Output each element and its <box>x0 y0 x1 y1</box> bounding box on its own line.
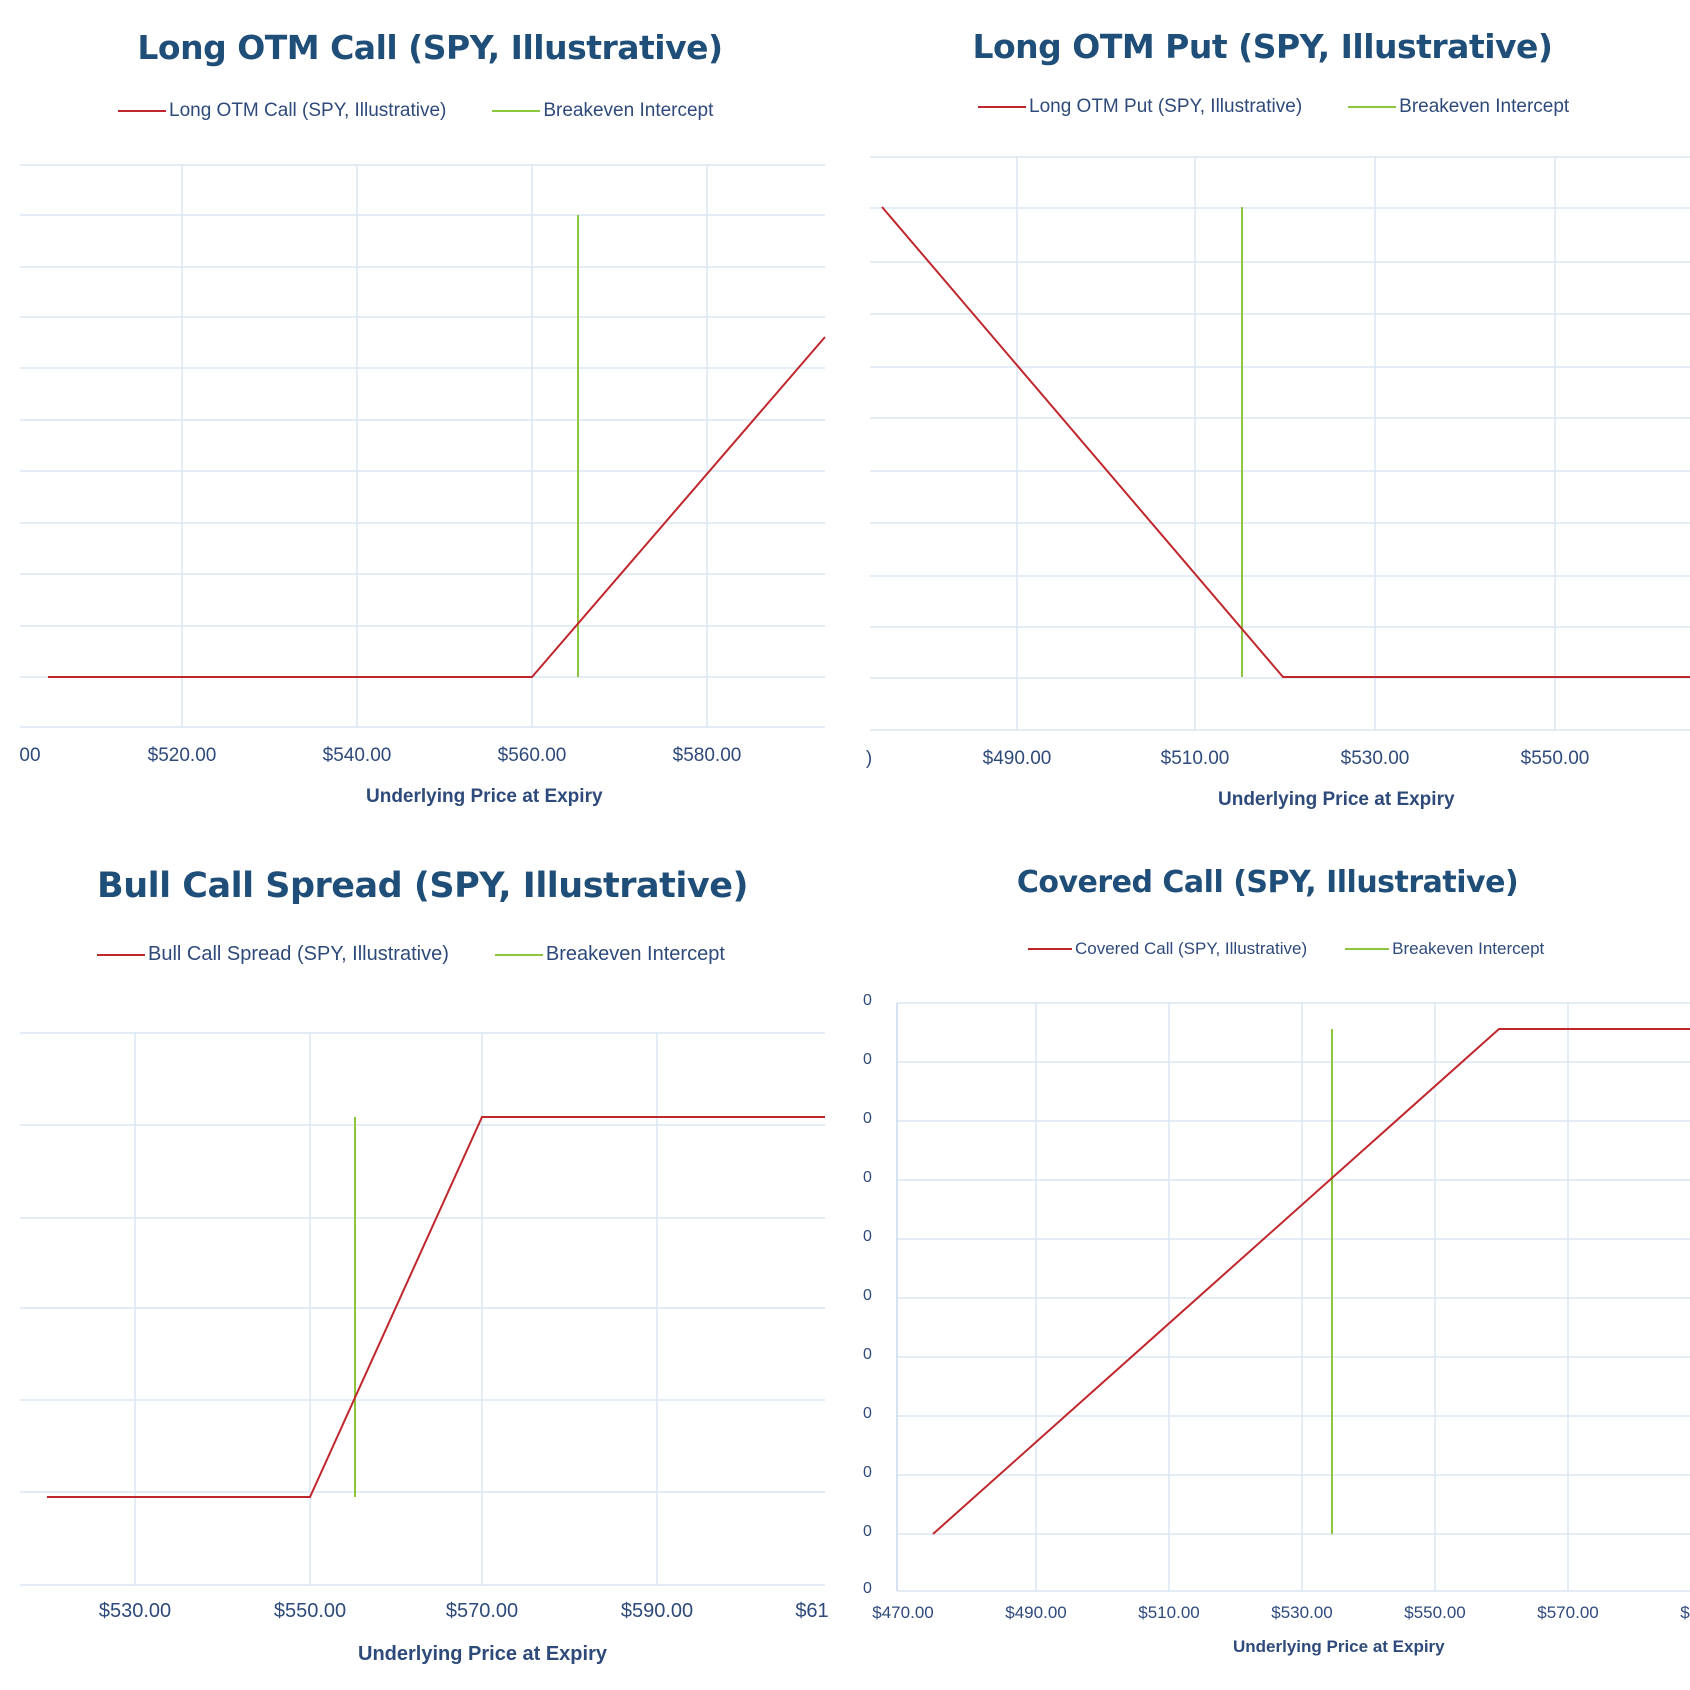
gridlines <box>20 164 825 728</box>
green-line-swatch-icon <box>494 953 543 956</box>
payoff-line <box>932 1028 1690 1535</box>
x-axis-label: Underlying Price at Expiry <box>1233 1637 1445 1656</box>
legend-item-breakeven[interactable]: Breakeven Intercept <box>492 100 713 122</box>
x-axis-label: Underlying Price at Expiry <box>358 1643 607 1665</box>
x-tick: $560.00 <box>497 745 567 766</box>
chart-long-otm-put: Long OTM Put (SPY, Illustrative) Long OT… <box>845 0 1690 845</box>
x-tick: $61 <box>795 1600 829 1622</box>
red-line-swatch-icon <box>978 106 1026 108</box>
red-line-swatch-icon <box>1028 948 1072 950</box>
legend-item-breakeven[interactable]: Breakeven Intercept <box>1345 939 1544 959</box>
y-tick: 0 <box>863 1228 872 1245</box>
x-tick: $570.00 <box>1537 1603 1599 1622</box>
chart-title: Long OTM Call (SPY, Illustrative) <box>137 28 723 67</box>
x-tick: 00 <box>19 745 41 766</box>
y-tick: 0 <box>863 1346 872 1363</box>
x-tick: ) <box>865 748 873 769</box>
x-tick: $570.00 <box>445 1600 519 1622</box>
x-tick: $510.00 <box>1160 748 1230 769</box>
legend-item-payoff[interactable]: Bull Call Spread (SPY, Illustrative) <box>97 943 449 966</box>
payoff-line <box>47 1116 825 1498</box>
x-axis-label: Underlying Price at Expiry <box>366 786 603 807</box>
plot-area <box>896 1002 1690 1592</box>
x-tick: $540.00 <box>322 745 392 766</box>
chart-legend: Long OTM Call (SPY, Illustrative) Breake… <box>118 100 759 122</box>
legend-item-payoff[interactable]: Long OTM Put (SPY, Illustrative) <box>978 96 1302 118</box>
legend-label: Long OTM Put (SPY, Illustrative) <box>1029 96 1303 117</box>
x-tick: $530.00 <box>98 1600 172 1622</box>
plot-area <box>20 1032 825 1586</box>
legend-label: Breakeven Intercept <box>1399 96 1570 117</box>
x-tick: $530.00 <box>1340 748 1410 769</box>
y-tick: 0 <box>863 1110 872 1127</box>
red-line-swatch-icon <box>97 953 145 956</box>
y-tick: 0 <box>863 1464 872 1481</box>
legend-item-breakeven[interactable]: Breakeven Intercept <box>1348 96 1569 118</box>
plot-area <box>870 156 1690 731</box>
y-tick: 0 <box>863 1523 872 1540</box>
y-tick: 0 <box>863 1051 872 1068</box>
x-tick: $520.00 <box>147 745 217 766</box>
gridlines <box>897 1002 1690 1592</box>
chart-title: Bull Call Spread (SPY, Illustrative) <box>97 866 748 906</box>
payoff-line <box>881 206 1690 678</box>
x-axis-label: Underlying Price at Expiry <box>1218 789 1455 810</box>
legend-label: Breakeven Intercept <box>543 100 714 121</box>
chart-title: Covered Call (SPY, Illustrative) <box>1016 865 1519 900</box>
x-tick: $490.00 <box>982 748 1052 769</box>
x-tick: $ <box>1680 1603 1690 1622</box>
x-tick: $530.00 <box>1271 1603 1333 1622</box>
x-tick: $550.00 <box>1520 748 1590 769</box>
legend-label: Long OTM Call (SPY, Illustrative) <box>169 100 447 121</box>
y-tick: 0 <box>863 1287 872 1304</box>
legend-label: Breakeven Intercept <box>1392 939 1545 958</box>
red-line-swatch-icon <box>118 110 166 112</box>
chart-covered-call: Covered Call (SPY, Illustrative) Covered… <box>845 845 1690 1690</box>
payoff-line <box>48 336 826 678</box>
legend-label: Bull Call Spread (SPY, Illustrative) <box>148 943 449 965</box>
legend-label: Breakeven Intercept <box>545 943 725 965</box>
y-tick: 0 <box>863 1169 872 1186</box>
chart-title: Long OTM Put (SPY, Illustrative) <box>972 27 1553 66</box>
x-tick: $550.00 <box>273 1600 347 1622</box>
plot-area <box>20 164 826 728</box>
green-line-swatch-icon <box>492 110 541 112</box>
chart-long-otm-call: Long OTM Call (SPY, Illustrative) Long O… <box>0 0 845 845</box>
legend-item-payoff[interactable]: Long OTM Call (SPY, Illustrative) <box>118 100 446 122</box>
x-tick: $510.00 <box>1138 1603 1200 1622</box>
chart-legend: Bull Call Spread (SPY, Illustrative) Bre… <box>97 943 771 966</box>
x-tick: $490.00 <box>1005 1603 1067 1622</box>
legend-item-breakeven[interactable]: Breakeven Intercept <box>494 943 725 966</box>
chart-legend: Long OTM Put (SPY, Illustrative) Breakev… <box>978 96 1615 118</box>
y-tick: 0 <box>863 992 872 1009</box>
green-line-swatch-icon <box>1348 106 1397 108</box>
x-tick: $550.00 <box>1404 1603 1466 1622</box>
gridlines <box>20 1032 825 1586</box>
legend-label: Covered Call (SPY, Illustrative) <box>1075 939 1308 958</box>
legend-item-payoff[interactable]: Covered Call (SPY, Illustrative) <box>1028 939 1307 959</box>
y-tick: 0 <box>863 1405 872 1422</box>
x-tick: $590.00 <box>620 1600 694 1622</box>
x-tick: $470.00 <box>872 1603 934 1622</box>
chart-legend: Covered Call (SPY, Illustrative) Breakev… <box>1028 939 1590 959</box>
x-tick: $580.00 <box>672 745 742 766</box>
gridlines <box>870 156 1690 731</box>
chart-bull-call-spread: Bull Call Spread (SPY, Illustrative) Bul… <box>0 845 845 1690</box>
y-tick: 0 <box>863 1580 872 1597</box>
green-line-swatch-icon <box>1345 948 1390 950</box>
